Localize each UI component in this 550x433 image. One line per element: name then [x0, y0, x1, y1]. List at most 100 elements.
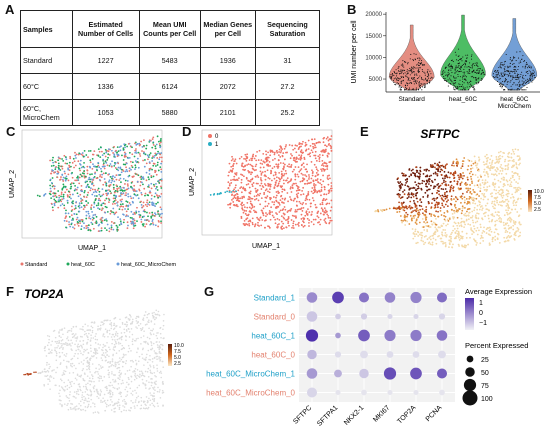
feature-point: [431, 241, 434, 244]
violin-point: [515, 84, 517, 86]
feature-point: [478, 208, 481, 211]
feature-point: [125, 325, 128, 328]
umap-point: [308, 221, 310, 224]
umap-point: [230, 182, 233, 184]
feature-point: [459, 235, 462, 237]
umap-point: [319, 223, 321, 226]
violin-point: [463, 75, 465, 77]
feature-point: [140, 336, 142, 339]
umap-point: [84, 175, 87, 178]
umap-point: [68, 221, 70, 223]
umap-point: [310, 190, 313, 193]
umap-point: [244, 212, 247, 215]
violin-point: [397, 82, 400, 85]
feature-point: [453, 209, 455, 212]
feature-point: [502, 221, 505, 224]
umap-point: [107, 192, 109, 195]
umap-point: [235, 172, 238, 174]
feature-point: [502, 151, 505, 154]
umap-point: [119, 195, 122, 197]
feature-point: [518, 222, 521, 224]
violin-point: [499, 78, 501, 80]
violin-point: [399, 87, 401, 89]
feature-point: [405, 206, 407, 209]
umap-point: [92, 191, 95, 194]
feature-point: [498, 193, 501, 196]
umap-point: [100, 209, 103, 212]
feature-point: [406, 180, 408, 183]
violin-point: [477, 65, 479, 68]
umap-point: [117, 162, 120, 165]
feature-point: [469, 223, 472, 226]
umap-point: [70, 214, 73, 217]
umap-point: [248, 195, 250, 198]
umap-point: [312, 147, 315, 150]
umap-point: [309, 152, 312, 154]
umap-point: [108, 154, 111, 156]
feature-point: [431, 181, 434, 184]
umap-point: [314, 184, 317, 186]
violin-point: [468, 81, 470, 83]
umap-point: [257, 199, 260, 202]
umap-point: [85, 204, 88, 206]
feature-point: [102, 333, 105, 335]
umap-point: [291, 186, 294, 189]
umap-point: [138, 142, 141, 145]
umap-point: [327, 216, 330, 219]
violin-point: [448, 82, 450, 84]
umap-point: [241, 207, 244, 210]
violin-point: [406, 70, 408, 73]
violin-point: [456, 66, 458, 68]
violin-point: [458, 86, 460, 88]
umap-point: [69, 187, 72, 190]
umap-point: [281, 188, 284, 191]
violin-point: [465, 60, 467, 62]
umap-point: [97, 164, 100, 167]
violin-point: [516, 78, 518, 81]
umap-point: [134, 149, 137, 152]
violin-point: [472, 70, 474, 72]
umap-point: [157, 169, 160, 172]
feature-point: [513, 237, 516, 240]
feature-point: [435, 228, 438, 231]
umap-point: [151, 213, 154, 216]
violin-point: [421, 68, 423, 71]
violin-point: [521, 80, 523, 82]
umap-point: [228, 189, 231, 192]
umap-point: [275, 212, 277, 214]
feature-point: [464, 246, 467, 249]
feature-point: [507, 224, 510, 227]
feature-point: [125, 395, 127, 398]
umap-point: [119, 189, 122, 192]
umap-point: [159, 146, 162, 149]
umap-point: [87, 191, 90, 194]
feature-point: [488, 244, 491, 246]
umap-point: [226, 190, 229, 193]
umap-point: [108, 199, 111, 201]
feature-point: [56, 340, 58, 343]
feature-point: [140, 375, 143, 377]
umap-point: [275, 179, 278, 182]
umap-point: [306, 217, 309, 220]
feature-point: [476, 184, 479, 187]
feature-point: [423, 213, 426, 216]
umap-point: [315, 172, 318, 174]
umap-point: [317, 173, 320, 176]
feature-point: [96, 338, 99, 341]
feature-point: [467, 201, 470, 203]
feature-point: [467, 187, 469, 190]
violin-point: [407, 79, 409, 81]
umap-point: [104, 155, 107, 158]
feature-point: [480, 175, 482, 178]
violin-point: [414, 89, 416, 91]
feature-point: [155, 375, 157, 378]
umap-point: [272, 216, 275, 219]
feature-point: [110, 395, 113, 398]
feature-point: [429, 243, 432, 246]
violin-point: [510, 80, 512, 82]
feature-point: [78, 362, 80, 365]
violin-point: [417, 57, 419, 59]
feature-point: [488, 242, 491, 245]
feature-point: [508, 232, 511, 234]
violin-point: [504, 78, 507, 80]
